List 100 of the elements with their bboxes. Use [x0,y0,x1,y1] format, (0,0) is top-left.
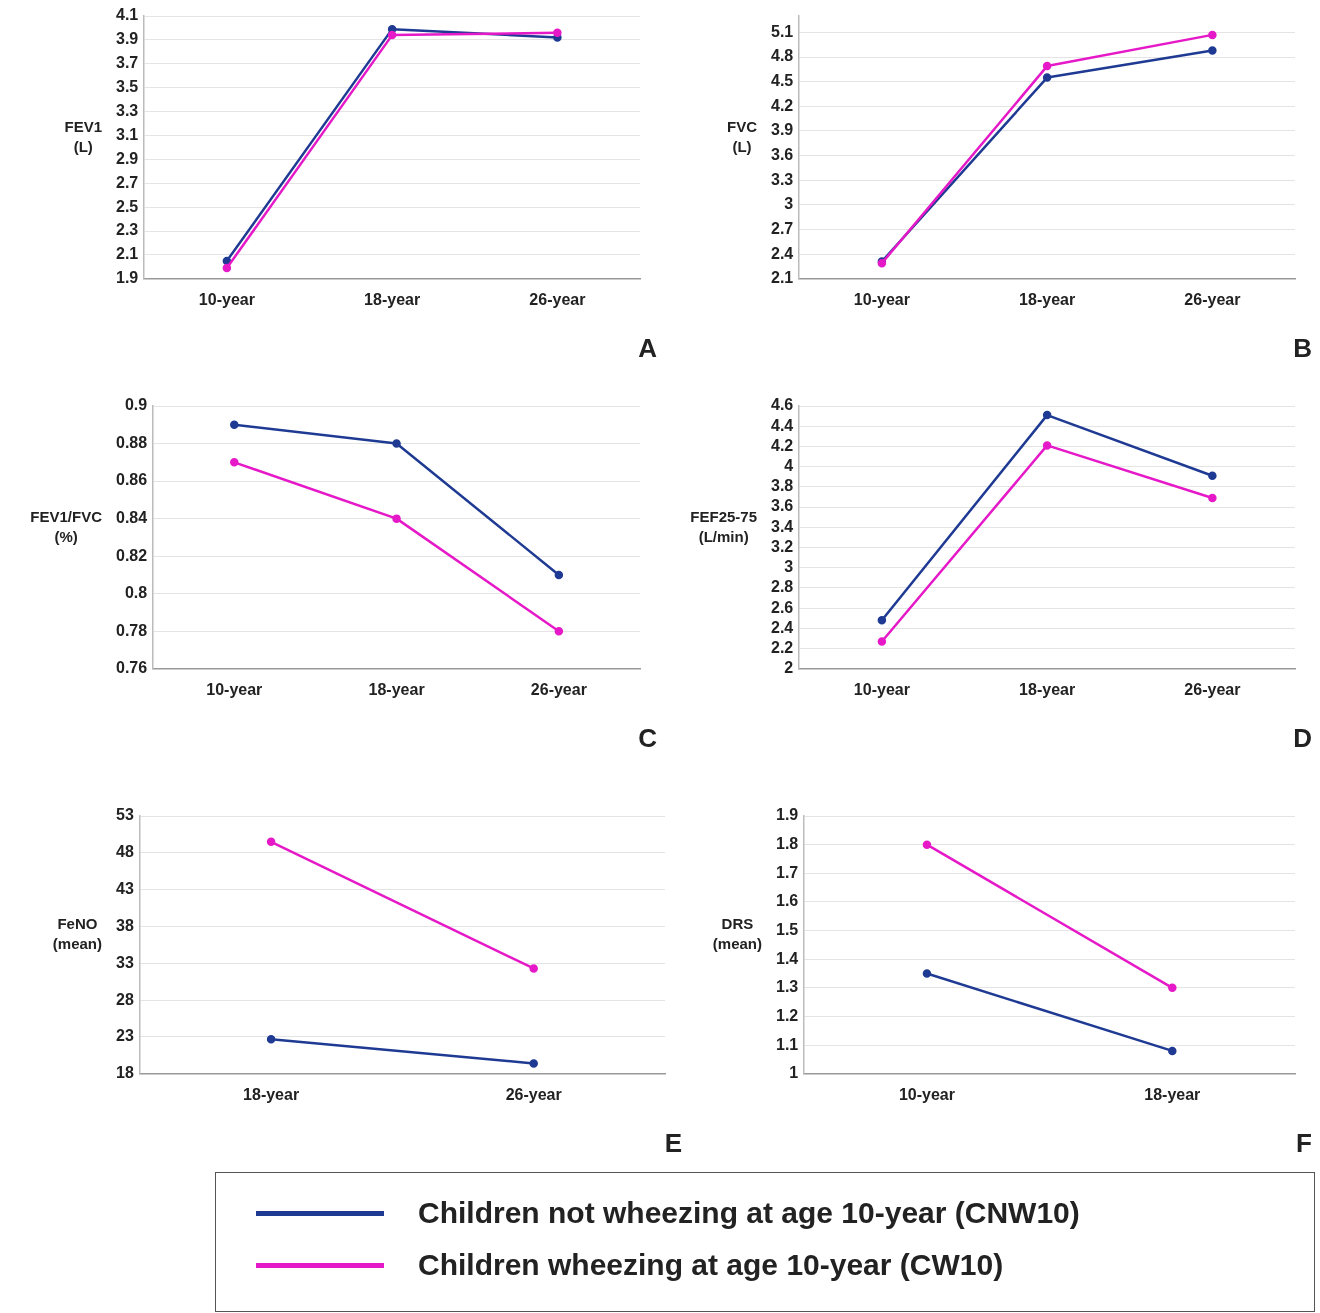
point [1042,441,1052,450]
y-tick-label: 3.1 [115,125,139,143]
point [1042,61,1052,71]
y-tick-label: 1.2 [775,1006,799,1024]
y-tick-label: 3.9 [115,30,139,48]
point [266,1034,276,1044]
point [529,964,538,973]
x-tick-label: 18-year [243,1085,300,1103]
y-tick-label: 2.5 [115,197,139,215]
point [392,439,401,448]
x-tick-label: 26-year [1184,680,1241,698]
y-tick-label: 43 [116,880,134,898]
x-tick-label: 10-year [206,680,263,698]
y-tick-label: 1 [789,1064,799,1082]
y-tick-label: 4.1 [115,6,139,24]
x-tick-label: 18-year [364,290,421,308]
point [877,637,887,646]
y-tick-label: 5.1 [770,22,794,40]
point [1042,410,1052,420]
y-tick-label: 3.9 [770,121,794,139]
y-tick-label: 4.5 [770,72,794,90]
y-tick-label: 1.5 [775,920,799,938]
y-tick-label: 2.2 [770,638,794,656]
y-tick-label: 2.9 [115,149,139,167]
y-tick-label: 3.6 [770,146,794,164]
y-tick-label: 0.82 [116,546,148,564]
y-tick-label: 3 [784,195,794,213]
y-tick-label: 2.3 [115,221,139,239]
y-axis-title: FEV1 (L) [64,117,102,155]
y-tick-label: 2.6 [770,598,794,616]
y-tick-label: 1.8 [775,835,799,853]
y-tick-label: 2 [784,659,794,677]
x-tick-label: 10-year [898,1085,955,1103]
point [387,30,397,40]
y-tick-label: 0.88 [116,433,148,451]
point [1208,46,1217,55]
point [529,1059,538,1068]
point [266,837,276,847]
y-axis-title: FeNO (mean) [52,915,103,953]
y-tick-label: 3.4 [770,517,794,535]
point [554,627,564,636]
y-tick-label: 48 [116,843,134,861]
y-tick-label: 2.4 [770,618,794,636]
x-tick-label: 26-year [529,290,586,308]
y-tick-label: 0.9 [124,396,148,414]
point [392,514,401,523]
y-tick-label: 2.1 [770,269,794,287]
y-tick-label: 1.3 [775,978,799,996]
y-tick-label: 1.1 [775,1035,799,1053]
y-tick-label: 1.7 [775,863,799,881]
y-tick-label: 0.78 [116,621,148,639]
y-tick-label: 18 [116,1064,134,1082]
y-tick-label: 4.2 [770,436,794,454]
x-tick-label: 26-year [505,1085,562,1103]
y-tick-label: 1.4 [775,949,799,967]
y-tick-label: 4.8 [770,47,794,65]
point [922,840,932,849]
y-tick-label: 3 [784,558,794,576]
x-tick-label: 10-year [853,290,910,308]
y-tick-label: 2.7 [770,219,794,237]
y-axis-title: FVC (L) [727,117,758,155]
y-axis-title: FEV1/FVC (%) [30,507,103,545]
y-axis-title: DRS (mean) [712,915,763,953]
x-tick-label: 18-year [1019,680,1076,698]
point [1168,983,1177,993]
y-tick-label: 0.86 [116,471,148,489]
point [222,263,232,273]
y-tick-label: 1.6 [775,892,799,910]
y-tick-label: 4 [784,457,794,475]
y-tick-label: 4.4 [770,416,794,434]
y-axis-title: FEF25-75 (L/min) [690,507,757,545]
y-tick-label: 3.6 [770,497,794,515]
text: A [638,333,658,364]
y-tick-label: 0.8 [124,584,148,602]
y-tick-label: 3.2 [770,537,794,555]
x-tick-label: 10-year [853,680,910,698]
point [553,28,562,37]
y-tick-label: 3.3 [115,101,139,119]
point [554,570,564,580]
y-tick-label: 23 [116,1027,134,1045]
text: B [1293,333,1312,364]
legend-label: Children not wheezing at age 10-year (CNW10) [418,1196,1080,1230]
y-tick-label: 33 [116,953,134,971]
x-tick-label: 10-year [198,290,255,308]
point [1208,471,1217,480]
y-tick-label: 2.4 [770,244,794,262]
y-tick-label: 1.9 [115,269,139,287]
y-tick-label: 0.84 [116,509,148,527]
y-tick-label: 3.3 [770,170,794,188]
text: E [664,1128,682,1159]
point [922,969,932,978]
point [877,616,887,625]
point [1208,30,1217,40]
y-tick-label: 28 [116,990,134,1008]
text: F [1296,1128,1312,1159]
legend-label: Children wheezing at age 10-year (CW10) [418,1248,1004,1282]
x-tick-label: 26-year [530,680,587,698]
y-tick-label: 3.8 [770,477,794,495]
point [1042,73,1052,82]
x-tick-label: 18-year [1019,290,1076,308]
